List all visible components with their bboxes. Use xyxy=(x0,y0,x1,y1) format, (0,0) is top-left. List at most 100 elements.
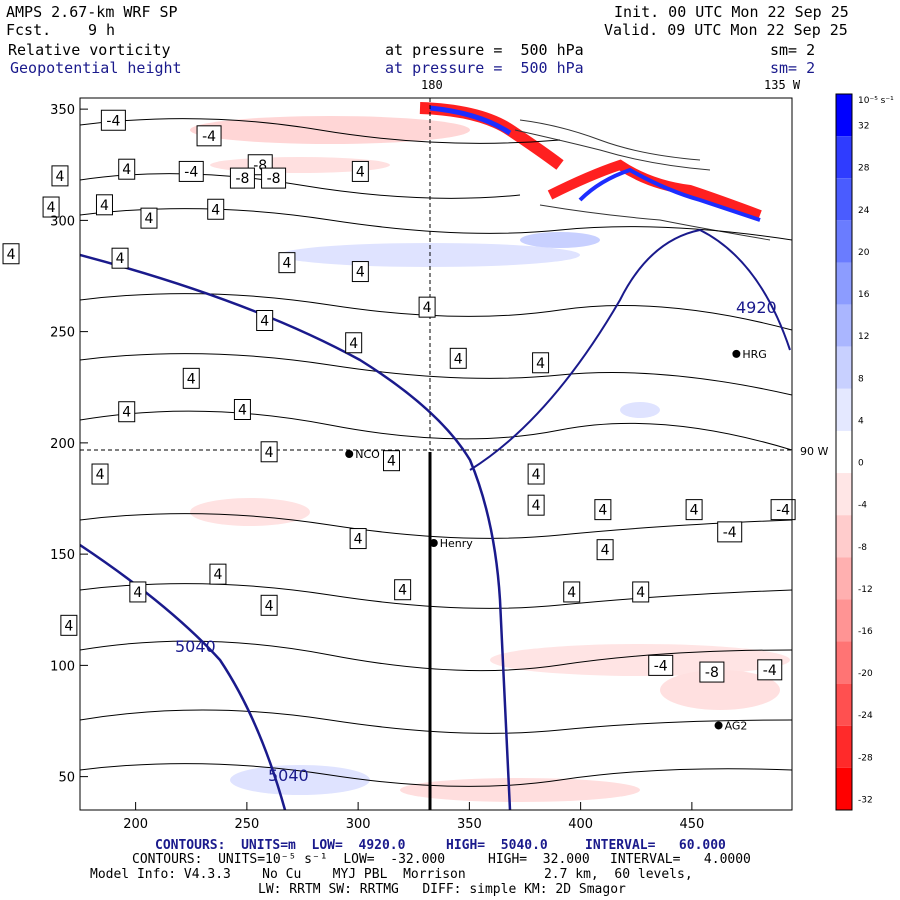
colorbar-tick-label: 4 xyxy=(858,416,864,426)
label-box xyxy=(196,125,222,147)
vorticity-contour-label: -4 xyxy=(648,654,674,676)
label-box xyxy=(178,160,204,182)
label-box xyxy=(449,347,467,369)
label-text: 4 xyxy=(532,467,541,483)
colorbar-frame xyxy=(835,93,853,811)
vorticity-contour-label: 4 xyxy=(527,463,545,485)
valid-time: Valid. 09 UTC Mon 22 Sep 25 xyxy=(604,21,848,39)
colorbar-segment xyxy=(836,557,852,600)
colorbar-segment xyxy=(836,304,852,347)
stations: NCO Henry HRG AG2 xyxy=(345,348,767,732)
colorbar-tick-label: -32 xyxy=(858,795,873,805)
colorbar-segment xyxy=(836,346,852,389)
contour-cluster xyxy=(539,204,771,241)
label-text: 4 xyxy=(64,618,73,634)
vorticity-contour-label: 4 xyxy=(260,441,278,463)
vorticity-contour-label: -8 xyxy=(699,661,725,683)
label-box xyxy=(648,654,674,676)
vorticity-contour xyxy=(80,709,792,734)
vorticity-labels: -4 -4 -8 -4 -8 -8 4 4 4 4 4 4 4 4 4 4 4 4 4 4 4 4 4 4 4 4 4 4 4 4 4 4 4 4… xyxy=(2,109,796,683)
contour-cluster xyxy=(514,129,711,171)
colorbar-tick-label: 24 xyxy=(858,206,870,216)
label-text: 4 xyxy=(238,403,247,419)
label-box xyxy=(100,109,126,131)
label-text: 4 xyxy=(133,585,142,601)
label-text: -4 xyxy=(202,129,216,145)
label-box xyxy=(261,167,287,189)
label-text: -8 xyxy=(235,171,249,187)
colorbar-segment xyxy=(836,473,852,516)
footer-contours-height-a: CONTOURS: UNITS=m LOW= 4920.0 xyxy=(155,838,406,853)
label-text: 4 xyxy=(349,336,358,352)
label-text: -4 xyxy=(654,658,668,674)
vorticity-contour-label: 4 xyxy=(532,352,550,374)
colorbar-tick-label: -8 xyxy=(858,543,867,553)
colorbar-tick-label: -28 xyxy=(858,753,873,763)
label-text: 4 xyxy=(122,162,131,178)
negative-vorticity-band xyxy=(490,644,790,676)
height-contour xyxy=(80,253,512,810)
vorticity-streak xyxy=(429,105,512,136)
vorticity-contour-label: 4 xyxy=(182,367,200,389)
label-box xyxy=(394,579,412,601)
vorticity-contour-label: 4 xyxy=(449,347,467,369)
vorticity-contour-label: 4 xyxy=(278,252,296,274)
axes: 200 250 300 350 400 450 50 100 150 200 250 300 350 xyxy=(50,103,704,832)
label-text: 4 xyxy=(356,265,365,281)
colorbar-tick-label: -16 xyxy=(858,627,873,637)
x-tick-label: 450 xyxy=(679,817,704,832)
label-box xyxy=(91,463,109,485)
label-text: 4 xyxy=(187,371,196,387)
label-box xyxy=(594,499,612,521)
positive-vorticity-patch xyxy=(520,232,600,248)
height-contour xyxy=(699,229,791,351)
station-marker: NCO xyxy=(345,448,380,461)
label-box xyxy=(118,158,136,180)
label-box xyxy=(60,614,78,636)
label-box xyxy=(351,261,369,283)
field1-name: Relative vorticity xyxy=(8,41,171,59)
label-box xyxy=(182,367,200,389)
label-box xyxy=(129,581,147,603)
vorticity-contour-label: 4 xyxy=(118,401,136,423)
vorticity-contour-label: 4 xyxy=(632,581,650,603)
label-text: 4 xyxy=(96,467,105,483)
vorticity-contour-label: 4 xyxy=(51,165,69,187)
label-box xyxy=(527,494,545,516)
vorticity-contour-label: 4 xyxy=(527,494,545,516)
positive-vorticity-patch xyxy=(230,765,370,795)
label-box xyxy=(260,441,278,463)
vorticity-contour-label: 4 xyxy=(594,499,612,521)
vorticity-contour xyxy=(80,173,521,199)
vorticity-contour-label: -4 xyxy=(196,125,222,147)
colorbar-segment xyxy=(836,599,852,642)
label-text: 4 xyxy=(47,200,56,216)
vorticity-contour-label: 4 xyxy=(2,243,20,265)
label-text: 4 xyxy=(454,351,463,367)
x-tick-label: 250 xyxy=(234,817,259,832)
label-box xyxy=(140,207,158,229)
y-tick-label: 150 xyxy=(50,548,75,563)
label-box xyxy=(207,198,225,220)
field2-smoothing: sm= 2 xyxy=(770,59,816,77)
vorticity-contour-label: 4 xyxy=(596,539,614,561)
label-text: 4 xyxy=(265,598,274,614)
vorticity-contour xyxy=(80,293,792,331)
label-box xyxy=(209,563,227,585)
label-text: 4 xyxy=(387,454,396,470)
station-label: NCO xyxy=(355,448,380,461)
colorbar-segment xyxy=(836,430,852,474)
label-box xyxy=(632,581,650,603)
colorbar-tick-label: -12 xyxy=(858,585,873,595)
vorticity-contour-label: 4 xyxy=(111,247,129,269)
label-box xyxy=(95,194,113,216)
label-text: 4 xyxy=(100,198,109,214)
field2-name: Geopotential height xyxy=(10,59,182,77)
colorbar-tick-label: -20 xyxy=(858,669,873,679)
vorticity-contour-label: -8 xyxy=(229,167,255,189)
label-text: 4 xyxy=(601,543,610,559)
vorticity-contour-label: 4 xyxy=(351,261,369,283)
positive-vorticity-patch xyxy=(620,402,660,418)
colorbar-tick-label: 0 xyxy=(858,459,864,469)
station-marker: AG2 xyxy=(714,719,747,732)
